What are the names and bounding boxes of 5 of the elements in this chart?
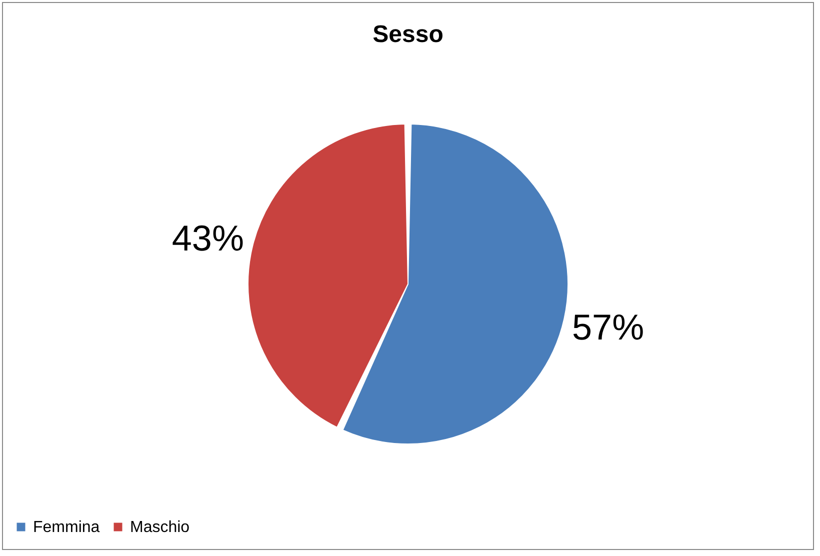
data-label: 57% xyxy=(572,306,644,348)
chart-title: Sesso xyxy=(372,21,444,48)
legend-label: Maschio xyxy=(130,519,190,536)
legend-label: Femmina xyxy=(33,519,100,536)
data-label: 43% xyxy=(172,217,244,258)
